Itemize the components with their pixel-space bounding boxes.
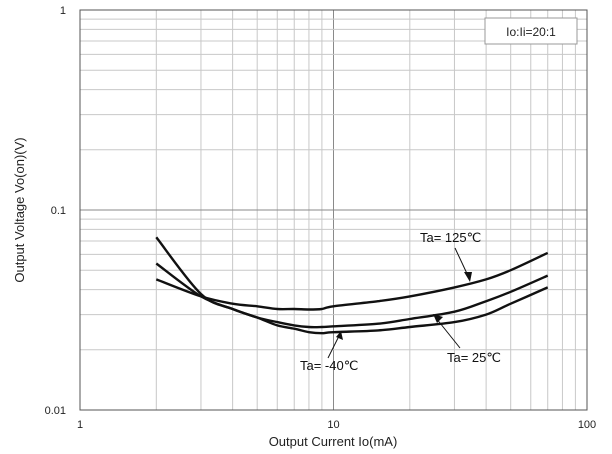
annotation-125c: Ta= 125℃ [420,230,481,245]
series-line-1 [155,262,549,329]
annotation-arrowhead-125c [464,272,472,282]
grid [80,10,587,410]
y-tick-label: 0.01 [45,405,66,417]
annotation-arrowhead-25c [433,314,443,323]
annotation-25c: Ta= 25℃ [447,350,501,365]
series-line-2 [155,236,549,335]
y-tick-label: 1 [60,5,66,17]
plot-frame [79,9,588,411]
series-layer [155,236,549,335]
condition-label-box [484,17,578,45]
series-line-0 [155,251,549,311]
x-axis-title: Output Current Io(mA) [269,434,398,449]
annotation-minus40c: Ta= -40℃ [300,358,358,373]
condition-label: Io:Ii=20:1 [506,25,556,39]
y-tick-label: 0.1 [51,205,66,217]
x-tick-label: 10 [327,419,339,431]
x-tick-label: 1 [77,419,83,431]
annotation-arrow-25c [435,317,461,349]
tick-labels: 1 10 100 0.01 0.1 1 [45,5,597,431]
x-tick-label: 100 [578,419,596,431]
annotation-arrowhead-minus40c [336,331,343,340]
y-axis-title: Output Voltage Vo(on)(V) [12,137,27,282]
annotation-arrow-minus40c [327,333,341,359]
